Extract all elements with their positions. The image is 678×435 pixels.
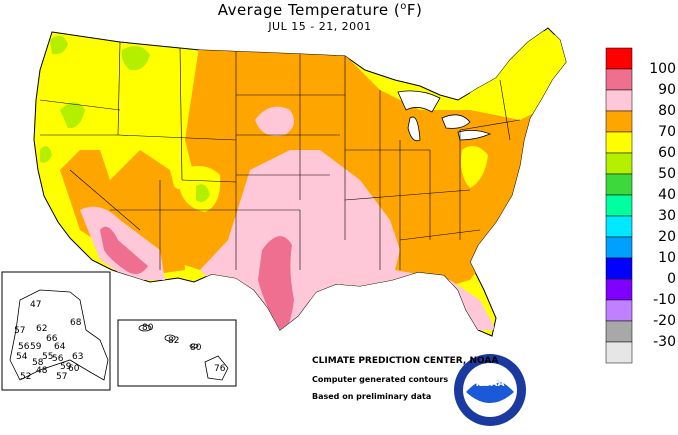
- alaska-value: 58: [32, 358, 44, 368]
- legend-swatch: [605, 89, 633, 112]
- credit-line-3: Based on preliminary data: [312, 392, 432, 401]
- legend-label: -10: [653, 292, 676, 308]
- alaska-value: 54: [16, 352, 28, 362]
- hawaii-value: 82: [168, 336, 180, 346]
- alaska-value: 52: [20, 372, 32, 382]
- alaska-value: 60: [68, 364, 80, 374]
- legend-label: -20: [653, 313, 676, 329]
- alaska-value: 62: [36, 324, 48, 334]
- legend-swatch: [605, 320, 633, 343]
- alaska-value: 55: [42, 352, 54, 362]
- zone-90-100-tx: [258, 236, 294, 332]
- legend-label: 70: [658, 124, 676, 140]
- alaska-value: 56: [18, 342, 30, 352]
- map-subtitle: JUL 15 - 21, 2001: [268, 20, 372, 33]
- legend-label: 30: [658, 208, 676, 224]
- alaska-value: 64: [54, 342, 66, 352]
- map-title-unit: F): [406, 1, 423, 19]
- legend-label: 50: [658, 166, 676, 182]
- legend-swatch: [605, 131, 633, 154]
- alaska-value: 56: [52, 354, 64, 364]
- legend-swatch: [605, 341, 633, 364]
- zone-50-60-co: [196, 184, 210, 203]
- hawaii-value: 76: [214, 364, 226, 374]
- alaska-value: 57: [56, 372, 68, 382]
- hawaii-value: 80: [190, 343, 202, 353]
- noaa-logo: NOAA: [454, 354, 526, 426]
- alaska-value: 59: [30, 342, 42, 352]
- legend-swatch: [605, 278, 633, 301]
- alaska-value: 59: [60, 362, 72, 372]
- zone-50-60-or: [60, 102, 85, 129]
- great-lakes: [397, 90, 492, 142]
- zone-60-70-appalachia: [461, 146, 488, 188]
- legend-label: 90: [658, 82, 676, 98]
- state-borders: [39, 41, 521, 270]
- legend-swatches: [605, 47, 633, 364]
- zone-50-60-ca: [40, 146, 52, 163]
- legend-label: 40: [658, 187, 676, 203]
- alaska-value: 66: [46, 334, 58, 344]
- alaska-value: 48: [36, 366, 48, 376]
- alaska-value: 47: [30, 300, 42, 310]
- alaska-value: 68: [70, 318, 82, 328]
- legend-label: 60: [658, 145, 676, 161]
- legend-label: 100: [649, 61, 676, 77]
- hawaii-islands: [138, 324, 229, 381]
- legend-swatch: [605, 299, 633, 322]
- legend-label: 0: [667, 271, 676, 287]
- legend-swatch: [605, 194, 633, 217]
- zone-60-70-northeast: [470, 30, 566, 120]
- hawaii-value: 80: [142, 323, 154, 333]
- zone-80-90-sw: [80, 206, 165, 280]
- legend-swatch: [605, 47, 633, 70]
- legend-swatch: [605, 110, 633, 133]
- map-title: Average Temperature (oF): [217, 1, 423, 19]
- alaska-value: 57: [14, 326, 26, 336]
- alaska-value: 63: [72, 352, 84, 362]
- zone-80-90-sd: [255, 106, 294, 136]
- legend-label: 80: [658, 103, 676, 119]
- alaska-outline: [9, 289, 109, 381]
- noaa-logo-text: NOAA: [476, 379, 505, 389]
- credit-line-2: Computer generated contours: [312, 375, 449, 384]
- legend-swatch: [605, 257, 633, 280]
- legend-label: 20: [658, 229, 676, 245]
- map-title-text: Average Temperature (: [217, 1, 401, 19]
- credit-line-1: CLIMATE PREDICTION CENTER, NOAA: [312, 356, 499, 366]
- zone-50-60-mt: [121, 46, 150, 71]
- legend-label: -30: [653, 334, 676, 350]
- legend-swatch: [605, 236, 633, 259]
- legend-swatch: [605, 173, 633, 196]
- zone-90-100-az: [100, 226, 148, 274]
- legend-swatch: [605, 152, 633, 175]
- zone-50-60-wa: [50, 35, 68, 55]
- legend-swatch: [605, 215, 633, 238]
- legend-swatch: [605, 68, 633, 91]
- legend-label: 10: [658, 250, 676, 266]
